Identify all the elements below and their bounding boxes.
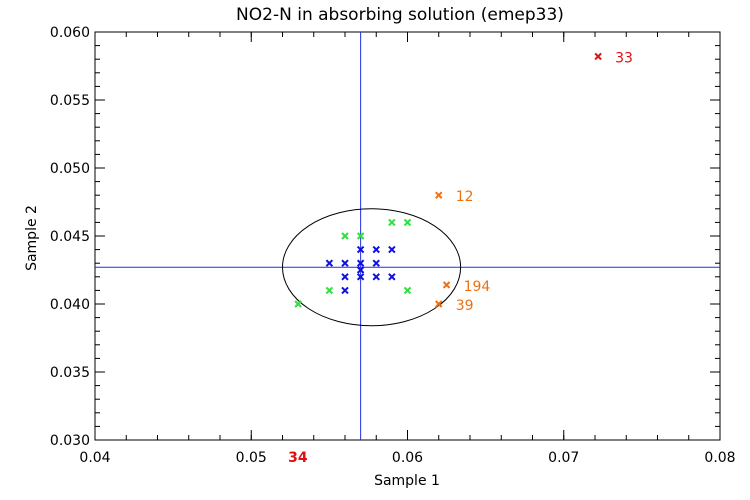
data-point-green	[294, 300, 302, 308]
data-point-blue	[372, 245, 380, 254]
confidence-ellipse	[282, 208, 462, 327]
y-tick-label: 0.035	[50, 365, 90, 381]
y-tick-label: 0.050	[50, 161, 90, 177]
data-point-blue	[341, 273, 349, 281]
y-tick-label: 0.045	[50, 229, 90, 245]
data-point-blue	[372, 273, 380, 281]
data-point-red	[594, 52, 602, 61]
x-tick-label: 0.04	[79, 450, 110, 466]
data-point-orange	[435, 300, 443, 308]
data-point-blue	[388, 273, 396, 281]
data-point-blue	[356, 273, 365, 281]
y-axis-label: Sample 2	[24, 205, 40, 271]
data-point-orange	[442, 281, 451, 289]
data-point-green	[325, 286, 334, 295]
data-point-blue	[372, 259, 380, 267]
plot-area: 0.04 0.05 0.06 0.07 0.08 0.030 0.035 0.040 0.045…	[50, 25, 736, 466]
chart-title: NO2-N in absorbing solution (emep33)	[236, 5, 564, 25]
x-tick-label: 0.06	[392, 450, 423, 466]
data-point-green	[403, 218, 412, 227]
y-tick-label: 0.060	[50, 25, 90, 41]
x-axis-label: Sample 1	[374, 473, 440, 489]
data-point-blue	[341, 286, 349, 295]
x-tick-label: 0.05	[236, 450, 267, 466]
data-point-blue	[356, 259, 365, 267]
data-point-label: 33	[615, 50, 633, 66]
y-tick-label: 0.040	[50, 297, 90, 313]
y-tick-label: 0.030	[50, 433, 90, 449]
data-point-green	[356, 232, 365, 240]
x-tick-label: 0.07	[548, 450, 579, 466]
data-point-blue	[341, 259, 349, 267]
data-point-green	[341, 232, 349, 240]
data-point-green	[388, 218, 396, 227]
data-point-label: 194	[464, 279, 491, 295]
data-point-label: 12	[456, 189, 474, 205]
data-point-blue	[388, 245, 396, 254]
data-point-label: 39	[456, 298, 474, 314]
data-point-green	[403, 286, 412, 295]
out-of-range-label: 34	[288, 450, 308, 466]
data-point-blue	[356, 245, 365, 254]
data-point-blue	[356, 266, 365, 274]
plot-frame	[94, 31, 721, 441]
data-point-blue	[325, 259, 334, 267]
y-tick-label: 0.055	[50, 93, 90, 109]
data-point-orange	[435, 191, 443, 199]
x-tick-label: 0.08	[704, 450, 735, 466]
